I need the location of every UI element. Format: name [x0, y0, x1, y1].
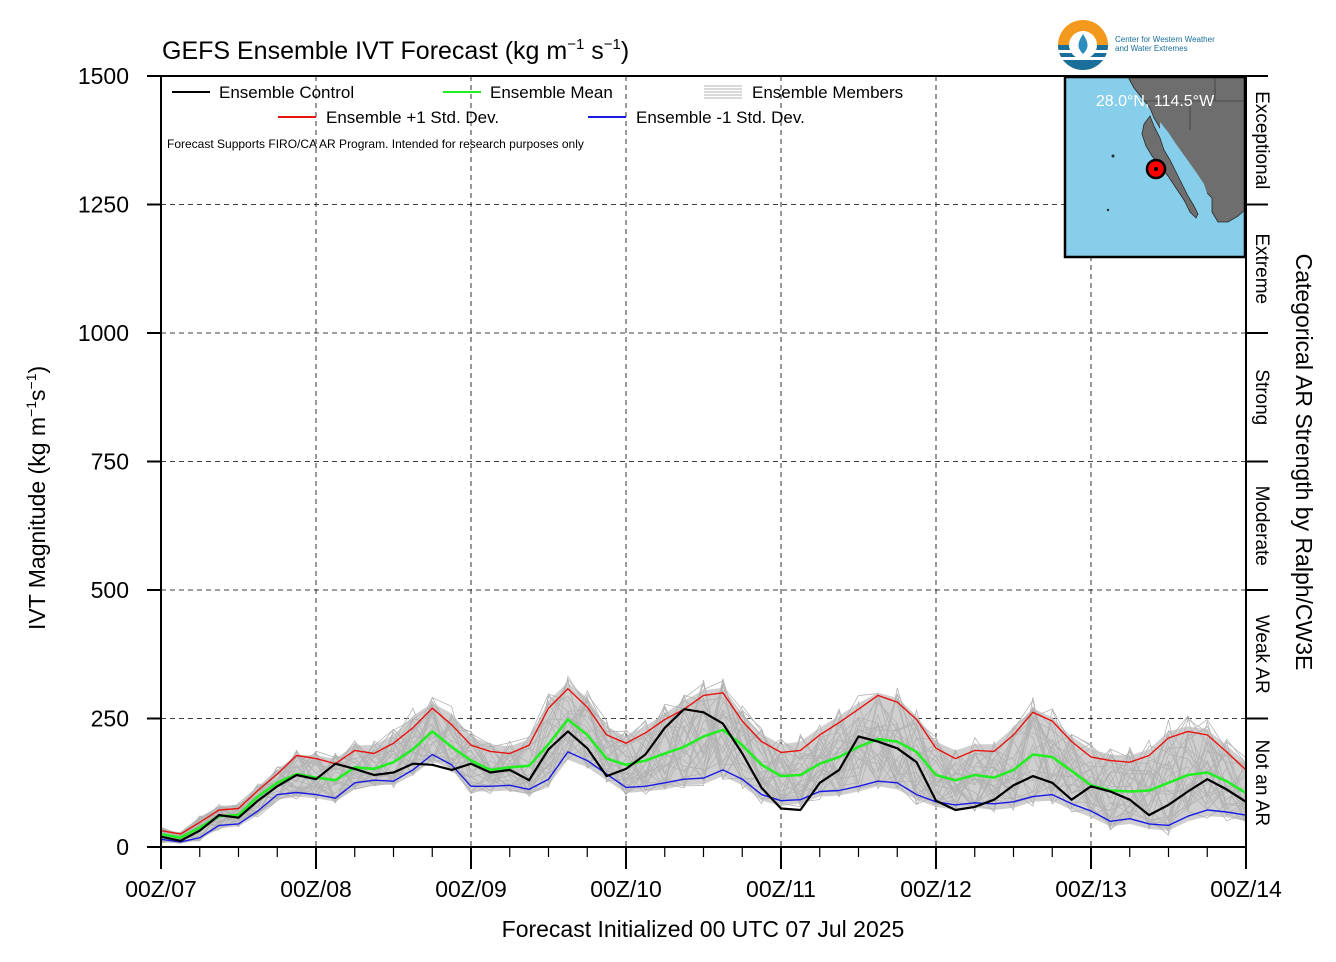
x-tick-label: 00Z/09 [435, 876, 507, 902]
right-axis-label: Categorical AR Strength by Ralph/CW3E [1291, 254, 1317, 671]
x-tick-label: 00Z/10 [590, 876, 662, 902]
ensemble-member-line [160, 708, 1247, 843]
category-label: Moderate [1251, 486, 1272, 566]
legend-swatch-members [704, 85, 742, 99]
y-ticks: 0 250 500 750 1000 1250 1500 [78, 63, 161, 860]
logo-text-line1: Center for Western Weather [1115, 35, 1215, 44]
y-tick-label: 750 [91, 449, 129, 475]
map-location-label: 28.0°N, 114.5°W [1096, 93, 1215, 110]
grid-lines [161, 76, 1246, 847]
ensemble-member-line [160, 696, 1247, 841]
ensemble-member-line [160, 682, 1247, 839]
y-tick-label: 0 [116, 834, 129, 860]
legend-label-minus-std: Ensemble -1 Std. Dev. [636, 108, 805, 127]
y-tick-label: 500 [91, 577, 129, 603]
x-tick-label: 00Z/07 [125, 876, 197, 902]
series-line-ensemble-1-std-dev- [160, 688, 1247, 835]
category-label: Strong [1251, 369, 1272, 425]
category-label: Exceptional [1251, 91, 1272, 189]
legend-label-members: Ensemble Members [752, 83, 903, 102]
legend-label-mean: Ensemble Mean [490, 83, 613, 102]
y-tick-label: 1500 [78, 63, 129, 89]
x-tick-label: 00Z/11 [746, 876, 816, 902]
x-tick-label: 00Z/13 [1055, 876, 1127, 902]
map-inset: 28.0°N, 114.5°W [1063, 75, 1247, 259]
category-label: Weak AR [1251, 615, 1272, 694]
ensemble-member-line [160, 679, 1247, 842]
x-axis-label: Forecast Initialized 00 UTC 07 Jul 2025 [502, 916, 905, 942]
ensemble-member-line [160, 693, 1247, 842]
x-tick-label: 00Z/08 [280, 876, 352, 902]
x-ticks: 00Z/07 00Z/08 00Z/09 00Z/10 00Z/11 00Z/12 00Z/… [125, 847, 1282, 902]
chart-title: GEFS Ensemble IVT Forecast (kg m−1 s−1) [162, 36, 629, 65]
series-line-ensemble-1-std-dev- [160, 751, 1247, 843]
y-tick-label: 250 [91, 706, 129, 732]
series-line-ensemble-mean [160, 718, 1247, 839]
legend-label-plus-std: Ensemble +1 Std. Dev. [326, 108, 499, 127]
y-tick-label: 1250 [78, 192, 129, 218]
ensemble-member-lines [160, 675, 1247, 844]
category-label: Not an AR [1251, 739, 1272, 826]
baja-peninsula [1141, 115, 1199, 219]
series-line-ensemble-control [160, 708, 1247, 842]
ensemble-member-line [160, 693, 1247, 839]
x-tick-label: 00Z/14 [1210, 876, 1282, 902]
legend-label-control: Ensemble Control [219, 83, 354, 102]
category-label: Extreme [1251, 233, 1272, 304]
legend: Ensemble Control Ensemble Mean Ensemble … [167, 83, 903, 151]
ensemble-member-line [160, 680, 1247, 839]
ensemble-member-line [160, 678, 1247, 842]
logo-text-line2: and Water Extremes [1115, 44, 1188, 53]
ar-category-axis: Not an AR Weak AR Moderate Strong Extreme Exc… [1246, 75, 1272, 826]
cw3e-logo: Center for Western Weather and Water Ext… [1058, 20, 1215, 70]
ensemble-member-line [160, 693, 1247, 844]
ensemble-member-line [160, 685, 1247, 841]
disclaimer-note: Forecast Supports FIRO/CA AR Program. In… [167, 137, 584, 151]
series-lines [160, 688, 1247, 843]
y-axis-label: IVT Magnitude (kg m−1s−1) [23, 366, 50, 630]
x-tick-label: 00Z/12 [900, 876, 972, 902]
y-tick-label: 1000 [78, 320, 129, 346]
